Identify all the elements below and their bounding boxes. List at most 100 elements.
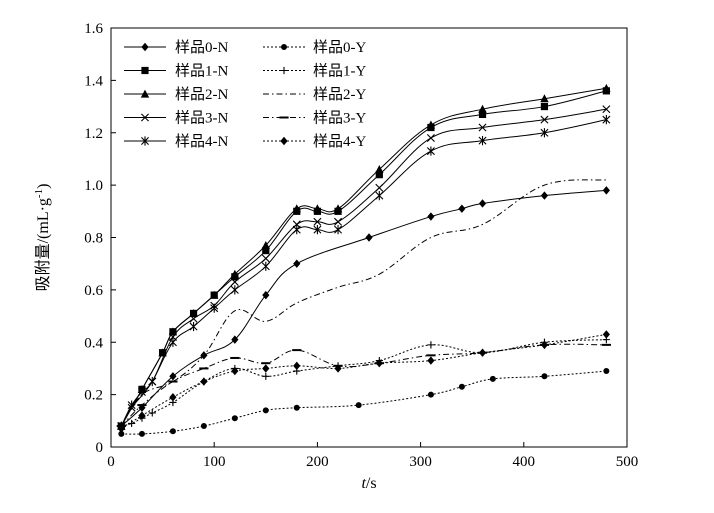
- data-point: [262, 246, 270, 255]
- data-point: [117, 424, 125, 433]
- data-point: [313, 217, 322, 226]
- data-point: [262, 290, 270, 300]
- legend-entry: 样品3-N: [124, 110, 228, 127]
- data-point: [230, 285, 239, 295]
- data-point: [230, 278, 239, 287]
- data-point: [602, 83, 611, 92]
- data-point: [355, 402, 362, 409]
- data-point: [426, 120, 436, 129]
- legend-marker: [141, 42, 149, 52]
- series-8: [116, 343, 611, 428]
- series-line-4: [120, 119, 607, 427]
- y-tick-label: 0.2: [84, 388, 103, 404]
- y-tick-label: 0: [96, 440, 104, 456]
- axes: 0 100 200 300 400 500 0 0.2 0.4 0.6 0.8 1.0 1.2 1.4 1.…: [84, 21, 638, 470]
- data-point: [262, 364, 270, 373]
- legend-entry: 样品2-N: [124, 86, 228, 103]
- y-tick-label: 0.4: [84, 335, 103, 351]
- legend-entry: 样品1-Y: [263, 63, 366, 80]
- data-point: [261, 240, 270, 249]
- x-tick-label: 400: [513, 454, 536, 470]
- data-point: [540, 94, 549, 103]
- data-point: [540, 128, 549, 138]
- legend-marker: [141, 136, 149, 146]
- data-point: [427, 212, 435, 221]
- series-3: [117, 105, 611, 431]
- data-point: [427, 356, 435, 365]
- legend-entry: 样品1-N: [124, 63, 228, 80]
- legend-entry: 样品0-Y: [263, 39, 366, 56]
- x-axis-label: t/s: [361, 475, 376, 492]
- x-tick-label: 500: [616, 454, 639, 470]
- series-7: [120, 179, 607, 427]
- series-line-5: [121, 370, 607, 435]
- series-line-6: [121, 339, 607, 427]
- y-axis-label-close: ): [35, 184, 52, 189]
- x-tick-label: 100: [203, 454, 226, 470]
- series-layer: [116, 83, 611, 437]
- data-point: [210, 303, 219, 313]
- series-line-9: [121, 333, 607, 430]
- data-point: [118, 430, 125, 437]
- data-point: [148, 409, 156, 417]
- data-point: [261, 261, 270, 271]
- data-point: [602, 115, 611, 125]
- series-9: [117, 330, 610, 433]
- legend-label: 样品4-Y: [313, 133, 366, 150]
- data-point: [602, 330, 610, 339]
- data-point: [426, 133, 435, 142]
- x-axis-label-var: t: [361, 475, 366, 492]
- legend-entry: 样品4-Y: [263, 133, 366, 150]
- data-point: [210, 290, 219, 299]
- y-tick-label: 1.6: [84, 21, 103, 37]
- data-point: [375, 183, 384, 192]
- data-point: [138, 430, 145, 437]
- data-point: [426, 146, 435, 156]
- y-axis-label: 吸附量/(mL·g-1): [33, 184, 52, 292]
- data-point: [231, 366, 239, 376]
- legend-marker: [141, 66, 149, 75]
- y-axis-label-sup: -1: [33, 189, 45, 198]
- data-point: [540, 191, 549, 200]
- y-tick-label: 1.2: [84, 126, 103, 142]
- data-point: [603, 368, 610, 375]
- data-point: [458, 204, 466, 213]
- data-point: [231, 415, 238, 422]
- data-point: [313, 225, 322, 235]
- legend-entry: 样品2-Y: [263, 86, 366, 103]
- data-point: [292, 204, 301, 213]
- data-point: [427, 341, 435, 349]
- data-point: [189, 309, 198, 318]
- data-point: [189, 321, 198, 332]
- data-point: [169, 372, 177, 381]
- data-point: [602, 186, 610, 195]
- data-point: [169, 428, 176, 435]
- data-point: [333, 204, 343, 213]
- x-tick-label: 200: [306, 454, 329, 470]
- data-point: [375, 165, 384, 174]
- data-point: [189, 314, 198, 323]
- data-point: [261, 254, 270, 263]
- data-point: [478, 136, 487, 146]
- legend-label: 样品2-N: [175, 86, 228, 103]
- data-point: [375, 191, 384, 201]
- y-tick-label: 1.0: [84, 178, 103, 194]
- data-point: [262, 372, 270, 380]
- series-line-0: [120, 189, 607, 427]
- data-point: [334, 217, 343, 226]
- data-point: [478, 199, 487, 208]
- data-point: [292, 225, 301, 235]
- data-point: [230, 269, 240, 278]
- data-point: [293, 404, 300, 411]
- y-axis-label-text: 吸附量/(mL·g: [34, 198, 52, 291]
- data-point: [478, 348, 487, 357]
- legend-label: 样品3-Y: [313, 110, 366, 127]
- y-tick-label: 1.4: [84, 73, 103, 89]
- legend-marker: [280, 136, 288, 146]
- legend-label: 样品0-Y: [313, 39, 366, 56]
- series-0: [117, 186, 610, 431]
- x-tick-label: 300: [409, 454, 432, 470]
- series-line-3: [120, 108, 607, 427]
- data-point: [231, 335, 239, 344]
- data-point: [293, 259, 301, 268]
